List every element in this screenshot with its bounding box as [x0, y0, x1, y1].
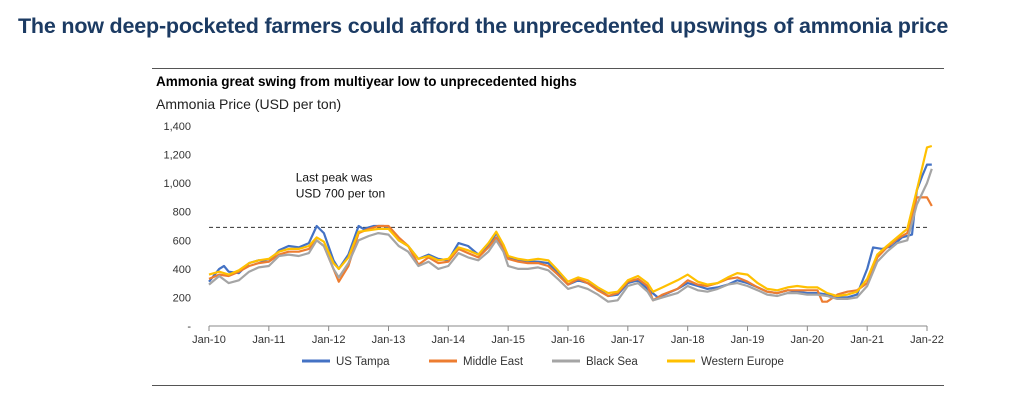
line-chart: - 200 400 600 800 1,000 1,200 1,400 Jan-10 Jan-11…: [163, 121, 944, 368]
legend-label: US Tampa: [336, 356, 390, 368]
y-tick-label: -: [187, 321, 191, 333]
y-tick-label: 400: [173, 264, 191, 276]
page-headline: The now deep-pocketed farmers could affo…: [18, 14, 949, 38]
x-tick-label: Jan-14: [432, 334, 466, 346]
y-tick-label: 600: [173, 235, 191, 247]
peak-annotation-text: Last peak was: [296, 171, 373, 185]
x-tick-label: Jan-11: [252, 334, 285, 346]
legend-label: Middle East: [463, 356, 524, 368]
peak-annotation-text: USD 700 per ton: [296, 187, 385, 201]
legend-label: Western Europe: [701, 356, 784, 368]
x-tick-label: Jan-12: [312, 334, 346, 346]
chart-container: Ammonia great swing from multiyear low t…: [152, 68, 944, 386]
x-tick-label: Jan-16: [551, 334, 585, 346]
chart-y-axis-title: Ammonia Price (USD per ton): [156, 96, 342, 112]
y-tick-label: 1,000: [163, 178, 191, 190]
chart-title: Ammonia great swing from multiyear low t…: [156, 74, 577, 89]
legend-label: Black Sea: [586, 356, 638, 368]
y-tick-label: 1,200: [163, 150, 191, 162]
x-tick-label: Jan-22: [910, 334, 944, 346]
x-tick-label: Jan-18: [671, 334, 705, 346]
series-line-middle-east: [208, 196, 933, 303]
y-tick-label: 1,400: [163, 121, 191, 133]
x-tick-label: Jan-21: [850, 334, 884, 346]
series-line-black-sea: [208, 168, 933, 303]
x-tick-label: Jan-13: [372, 334, 406, 346]
y-tick-label: 800: [173, 207, 191, 219]
x-tick-label: Jan-19: [731, 334, 765, 346]
x-tick-label: Jan-15: [491, 334, 525, 346]
y-tick-label: 200: [173, 292, 191, 304]
x-tick-label: Jan-10: [192, 334, 226, 346]
x-tick-label: Jan-20: [791, 334, 825, 346]
series-line-western-europe: [208, 144, 933, 298]
x-tick-label: Jan-17: [611, 334, 645, 346]
